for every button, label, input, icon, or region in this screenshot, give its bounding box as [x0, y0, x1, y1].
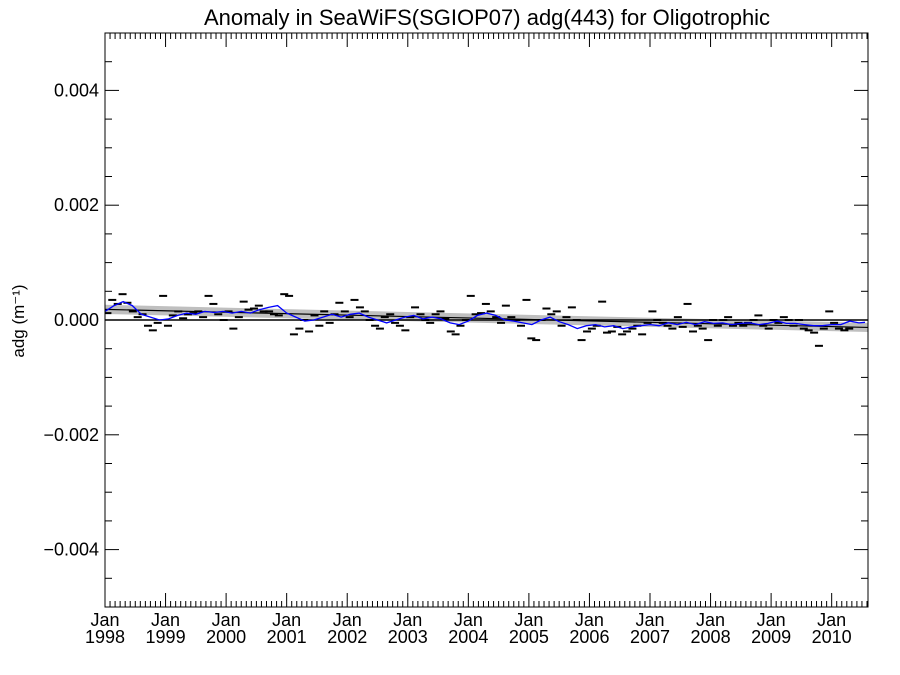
chart-title: Anomaly in SeaWiFS(SGIOP07) adg(443) for… [204, 5, 770, 30]
x-tick-year-label: 2006 [569, 627, 609, 647]
x-tick-year-label: 2004 [448, 627, 488, 647]
x-tick-year-label: 2003 [388, 627, 428, 647]
x-tick-year-label: 1999 [146, 627, 186, 647]
x-tick-month-label: Jan [757, 610, 786, 630]
trend-line [105, 308, 868, 329]
x-tick-year-label: 2007 [630, 627, 670, 647]
y-tick-label: 0.004 [54, 80, 99, 100]
x-tick-year-label: 2000 [206, 627, 246, 647]
x-tick-month-label: Jan [514, 610, 543, 630]
x-tick-year-label: 2010 [812, 627, 852, 647]
x-tick-month-label: Jan [454, 610, 483, 630]
x-tick-month-label: Jan [575, 610, 604, 630]
x-tick-month-label: Jan [696, 610, 725, 630]
x-tick-year-label: 2002 [327, 627, 367, 647]
y-tick-label: −0.004 [43, 540, 99, 560]
x-tick-year-label: 2005 [509, 627, 549, 647]
x-tick-month-label: Jan [151, 610, 180, 630]
x-tick-month-label: Jan [90, 610, 119, 630]
x-tick-month-label: Jan [272, 610, 301, 630]
x-tick-month-label: Jan [212, 610, 241, 630]
x-tick-year-label: 2009 [751, 627, 791, 647]
x-tick-month-label: Jan [635, 610, 664, 630]
x-tick-year-label: 2001 [267, 627, 307, 647]
x-tick-month-label: Jan [333, 610, 362, 630]
x-tick-month-label: Jan [817, 610, 846, 630]
y-axis-title: adg (m⁻¹) [9, 284, 28, 357]
x-tick-month-label: Jan [393, 610, 422, 630]
y-tick-label: 0.002 [54, 195, 99, 215]
y-tick-label: −0.002 [43, 425, 99, 445]
x-tick-year-label: 1998 [85, 627, 125, 647]
data-layer [105, 293, 868, 347]
smoothed-series-line [105, 300, 866, 330]
plot-area: 0.0040.0020.000−0.002−0.004Jan1998Jan199… [43, 32, 869, 647]
x-tick-year-label: 2008 [691, 627, 731, 647]
y-tick-label: 0.000 [54, 310, 99, 330]
